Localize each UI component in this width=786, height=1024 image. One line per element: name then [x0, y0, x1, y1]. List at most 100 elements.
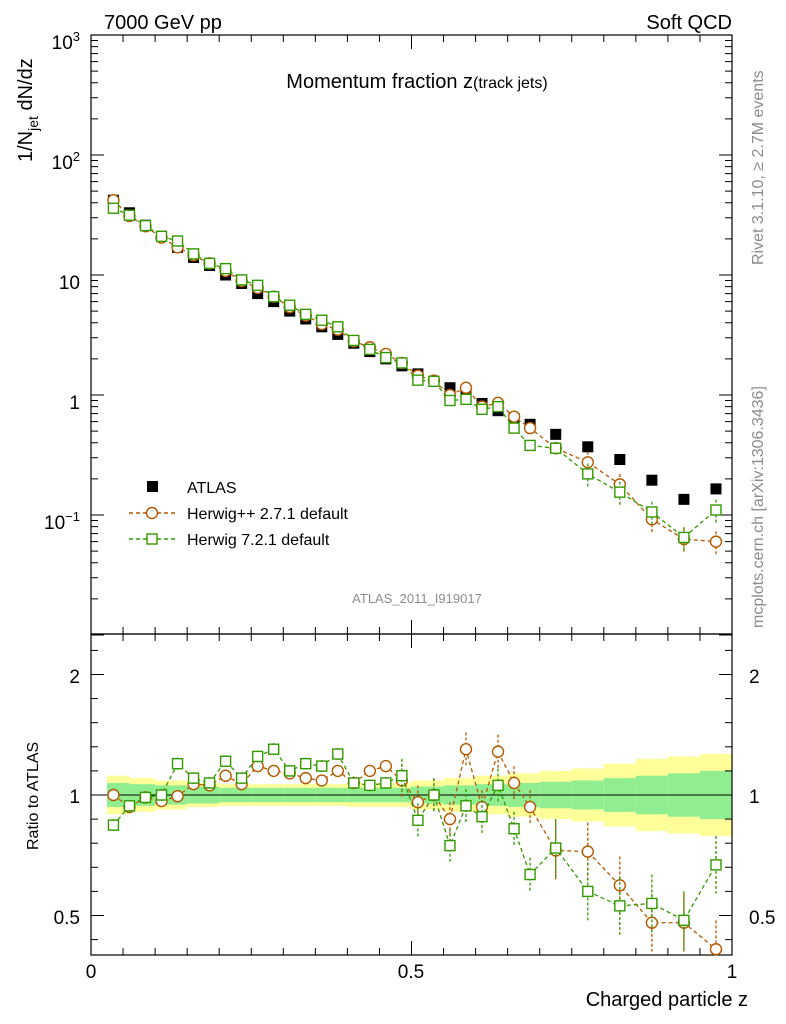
herwig7-ratio-point	[107, 819, 120, 831]
herwig7-main-point	[412, 374, 424, 386]
herwig7-main-point	[646, 506, 658, 518]
header-left: 7000 GeV pp	[104, 12, 222, 34]
y-tick-label-1000: 103	[52, 29, 80, 54]
herwigpp-main-point	[581, 456, 594, 469]
ratio-y-tick-1-right: 1	[749, 787, 760, 808]
herwig7-ratio-point	[203, 777, 216, 789]
herwig7-ratio-point	[251, 750, 264, 763]
herwigpp-ratio-point	[491, 745, 505, 758]
herwig7-main-point	[300, 308, 312, 321]
herwig7-ratio-point	[550, 842, 562, 854]
legend-marker-herwigpp	[145, 506, 159, 520]
herwig7-ratio-point	[492, 779, 504, 792]
herwig7-main-point	[550, 442, 562, 454]
y-tick-label-0.1: 10−1	[44, 509, 80, 534]
herwig7-ratio-point	[508, 823, 520, 835]
herwigpp-main-point	[507, 410, 521, 423]
herwig7-main-point	[267, 290, 280, 303]
herwig7-ratio-point	[219, 755, 232, 767]
legend-marker-herwig7	[146, 533, 158, 545]
atlas-data-point	[444, 382, 456, 394]
x-tick-label-1: 1	[727, 962, 738, 983]
herwigpp-ratio-point	[379, 759, 393, 773]
herwig7-main-point	[203, 257, 216, 270]
herwig7-main-point	[348, 334, 360, 347]
herwig7-main-point	[139, 219, 152, 232]
herwig7-main-point	[251, 279, 264, 292]
herwig7-main-point	[508, 422, 520, 434]
atlas-data-point	[678, 493, 690, 505]
herwig7-main-point	[219, 262, 232, 275]
herwigpp-ratio-point	[363, 764, 377, 778]
herwig7-ratio-point	[332, 748, 344, 760]
ratio-y-tick-2-left: 2	[69, 667, 80, 688]
herwigpp-ratio-point	[581, 845, 594, 858]
herwig7-ratio-point	[123, 800, 136, 812]
herwig7-ratio-point	[139, 791, 152, 804]
herwig7-ratio-point	[646, 897, 658, 910]
herwig7-main-point	[380, 351, 392, 364]
herwig7-main-point	[710, 504, 722, 516]
analysis-id: ATLAS_2011_I919017	[352, 591, 482, 606]
herwigpp-ratio-point	[459, 743, 473, 756]
atlas-data-point	[550, 428, 562, 440]
ratio-y-tick-1-left: 1	[69, 787, 80, 808]
herwig7-main-point	[332, 321, 344, 333]
herwigpp-ratio-point	[709, 943, 723, 956]
herwigpp-ratio-point	[331, 764, 344, 778]
ratio-y-axis-label: Ratio to ATLAS	[25, 742, 42, 850]
legend-label-atlas: ATLAS	[187, 480, 237, 497]
herwig7-ratio-point	[444, 839, 456, 852]
herwig7-ratio-point	[155, 789, 168, 801]
herwig7-main-point	[107, 202, 120, 214]
herwig7-main-point	[364, 343, 376, 356]
herwig7-main-point	[123, 209, 136, 221]
ratio-y-tick-2-right: 2	[749, 667, 760, 688]
main-axis-ticks	[90, 34, 733, 636]
herwig7-ratio-point	[476, 810, 488, 823]
herwigpp-ratio-point	[107, 788, 120, 802]
herwig7-ratio-point	[300, 757, 312, 770]
herwig7-ratio-point	[524, 868, 536, 881]
atlas-data-point	[710, 483, 722, 495]
ratio-y-tick-0.5-left: 0.5	[54, 908, 80, 929]
herwig7-main-point	[582, 468, 594, 480]
herwigpp-main-point	[709, 535, 723, 548]
herwig7-main-point	[428, 375, 440, 388]
herwig7-main-point	[155, 230, 168, 243]
herwig7-main-point	[476, 403, 488, 416]
herwig7-main-point	[492, 400, 504, 413]
herwig7-ratio-point	[235, 772, 248, 784]
chart-title: Momentum fraction z(track jets)	[286, 71, 547, 93]
herwig7-main-point	[396, 357, 408, 369]
herwig7-main-point	[235, 274, 248, 286]
herwigpp-ratio-point	[299, 771, 312, 785]
mcplots-reference-text: mcplots.cern.ch [arXiv:1306.3436]	[750, 386, 767, 628]
herwigpp-main-point	[523, 421, 537, 435]
herwig7-ratio-point	[348, 777, 360, 789]
herwigpp-ratio-point	[315, 774, 328, 787]
herwig7-ratio-point	[171, 757, 184, 770]
herwig7-ratio-point	[428, 789, 440, 801]
herwig7-main-point	[284, 299, 296, 311]
herwigpp-ratio-point	[171, 790, 184, 803]
herwig7-ratio-point	[316, 760, 328, 772]
atlas-data-point	[614, 454, 626, 466]
herwig7-ratio-point	[678, 914, 690, 927]
herwig7-main-point	[444, 394, 456, 407]
rivet-version-text: Rivet 3.1.10, ≥ 2.7M events	[750, 70, 767, 265]
legend-label-herwig7: Herwig 7.2.1 default	[187, 532, 330, 549]
herwigpp-ratio-point	[219, 769, 232, 782]
legend: ATLAS Herwig++ 2.7.1 default Herwig 7.2.…	[129, 480, 349, 549]
herwig7-ratio-point	[396, 770, 408, 782]
herwig7-main-point	[460, 393, 472, 406]
herwig7-main-point	[187, 248, 200, 260]
herwig7-ratio-point	[710, 859, 722, 871]
herwig7-ratio-point	[460, 800, 472, 812]
herwig7-ratio-point	[614, 900, 626, 912]
herwig7-ratio-point	[380, 777, 392, 789]
main-y-axis-label: 1/Njet dN/dz	[15, 58, 41, 162]
legend-marker-atlas	[147, 481, 158, 492]
herwig7-ratio-point	[412, 814, 424, 827]
